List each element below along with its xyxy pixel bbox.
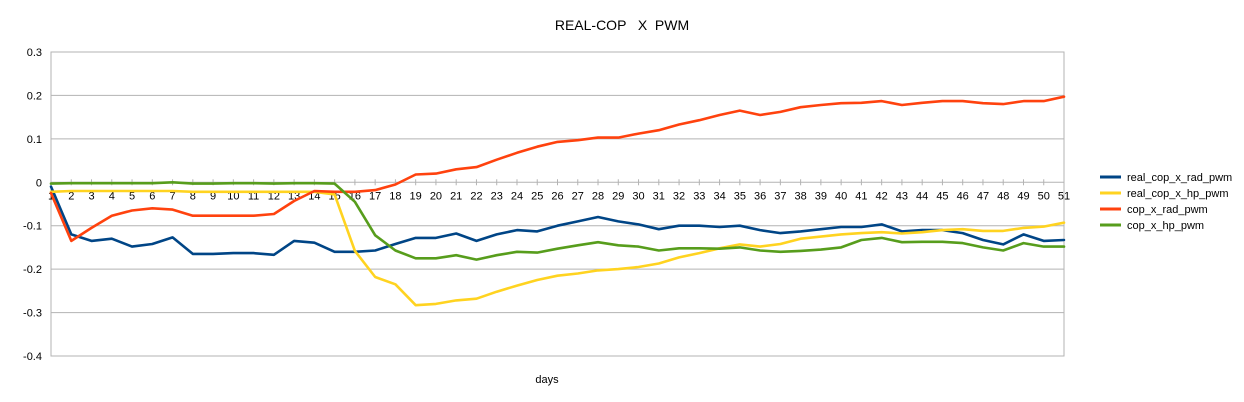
x-tick-label: 12 [268, 190, 280, 202]
x-axis-tick-labels: 1 2 3 4 5 6 7 8 9 10 11 12 13 14 15 16 17 18 19 20 21 22 23 24 2… [48, 179, 1070, 202]
y-tick-label: 0.3 [27, 47, 42, 59]
plot-area-border [50, 51, 1065, 357]
x-tick-label: 5 [129, 190, 135, 202]
legend-entry-label: real_cop_x_hp_pwm [1127, 188, 1229, 200]
x-tick-label: 35 [734, 190, 746, 202]
series-line-cop-x-hp-pwm [49, 181, 1066, 261]
x-tick-label: 49 [1017, 190, 1029, 202]
y-tick-label: 0.2 [27, 90, 42, 102]
legend: real_cop_x_rad_pwm real_cop_x_hp_pwm cop_x… [1100, 172, 1232, 232]
x-tick-label: 30 [632, 190, 644, 202]
x-tick-label: 4 [109, 190, 115, 202]
x-tick-label: 17 [369, 190, 381, 202]
x-tick-label: 24 [511, 190, 523, 202]
x-tick-label: 50 [1038, 190, 1050, 202]
x-tick-label: 8 [190, 190, 196, 202]
x-tick-label: 9 [210, 190, 216, 202]
x-tick-label: 45 [936, 190, 948, 202]
x-tick-label: 39 [815, 190, 827, 202]
y-tick-label: 0.1 [27, 134, 42, 146]
x-tick-label: 2 [68, 190, 74, 202]
x-tick-label: 22 [470, 190, 482, 202]
x-tick-label: 36 [754, 190, 766, 202]
y-axis-tick-labels: 0.3 0.2 0.1 0 -0.1 -0.2 -0.3 -0.4 [23, 47, 42, 363]
x-tick-label: 21 [450, 190, 462, 202]
y-tick-label: -0.1 [23, 221, 42, 233]
series-line-cop-x-rad-pwm [49, 95, 1066, 243]
x-tick-label: 28 [592, 190, 604, 202]
x-tick-label: 10 [227, 190, 239, 202]
x-tick-label: 19 [410, 190, 422, 202]
y-tick-label: -0.2 [23, 264, 42, 276]
y-tick-label: -0.4 [23, 351, 42, 363]
x-tick-label: 48 [997, 190, 1009, 202]
legend-entry-label: cop_x_hp_pwm [1127, 220, 1204, 232]
gridlines [51, 51, 1064, 357]
x-tick-label: 42 [876, 190, 888, 202]
x-tick-label: 40 [835, 190, 847, 202]
x-tick-label: 33 [693, 190, 705, 202]
legend-entry-label: real_cop_x_rad_pwm [1127, 172, 1232, 184]
x-tick-label: 32 [673, 190, 685, 202]
y-tick-label: -0.3 [23, 308, 42, 320]
x-tick-label: 3 [88, 190, 94, 202]
y-tick-label: 0 [36, 177, 42, 189]
x-tick-label: 23 [491, 190, 503, 202]
x-tick-label: 38 [794, 190, 806, 202]
x-tick-label: 25 [531, 190, 543, 202]
legend-entry-label: cop_x_rad_pwm [1127, 204, 1208, 216]
x-tick-label: 47 [977, 190, 989, 202]
x-tick-label: 43 [896, 190, 908, 202]
x-tick-label: 37 [774, 190, 786, 202]
x-tick-label: 6 [149, 190, 155, 202]
chart-title: REAL-COP X PWM [555, 17, 689, 33]
series-line-real-cop-x-rad-pwm [49, 185, 1066, 257]
x-tick-label: 41 [855, 190, 867, 202]
series-lines [49, 95, 1066, 307]
series-line-real-cop-x-hp-pwm [49, 189, 1066, 307]
x-tick-label: 18 [389, 190, 401, 202]
x-tick-label: 51 [1058, 190, 1070, 202]
x-tick-label: 11 [248, 190, 259, 202]
x-tick-label: 34 [713, 190, 725, 202]
x-tick-label: 44 [916, 190, 928, 202]
x-tick-label: 27 [572, 190, 584, 202]
x-tick-label: 7 [169, 190, 175, 202]
x-tick-label: 29 [612, 190, 624, 202]
x-tick-label: 31 [653, 190, 665, 202]
x-tick-label: 26 [551, 190, 563, 202]
x-tick-label: 20 [430, 190, 442, 202]
x-tick-label: 46 [957, 190, 969, 202]
x-axis-label: days [535, 374, 559, 386]
